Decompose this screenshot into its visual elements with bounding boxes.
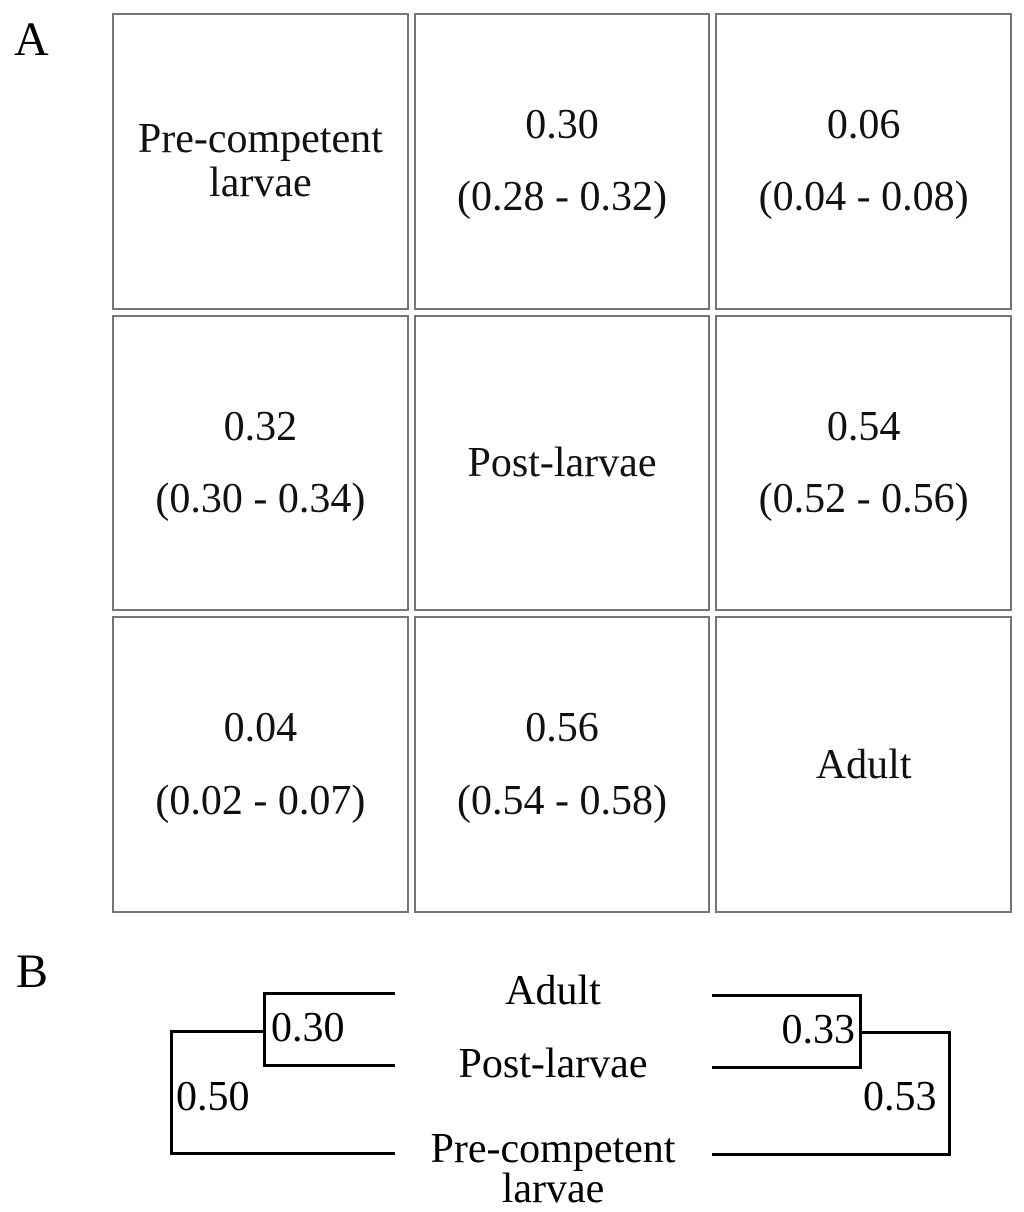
transition-value: 0.04 <box>223 705 298 752</box>
dendro-label-adult: Adult <box>505 968 601 1014</box>
matrix-cell-r3c2: 0.56 (0.54 - 0.58) <box>413 616 711 913</box>
left-tree-pre-competent-branch <box>170 1152 395 1155</box>
right-tree-pair-node-value: 0.33 <box>781 1007 856 1053</box>
stage-label-post-larvae: Post-larvae <box>467 439 657 486</box>
matrix-cell-r2c3: 0.54 (0.52 - 0.56) <box>715 314 1012 612</box>
confidence-interval: (0.30 - 0.34) <box>155 475 366 522</box>
confidence-interval: (0.04 - 0.08) <box>758 174 969 221</box>
left-tree-pair-node-joint <box>263 992 266 1067</box>
stage-label-pre-competent: Pre-competent larvae <box>137 116 383 207</box>
transition-value: 0.06 <box>826 102 901 149</box>
left-tree-pair-node-value: 0.30 <box>271 1005 345 1051</box>
matrix-cell-r3c1: 0.04 (0.02 - 0.07) <box>112 616 409 913</box>
matrix-cell-r1c3: 0.06 (0.04 - 0.08) <box>715 13 1012 310</box>
confidence-interval: (0.52 - 0.56) <box>758 475 969 522</box>
confidence-interval: (0.54 - 0.58) <box>457 777 667 824</box>
matrix-cell-r3c3: Adult <box>715 616 1012 913</box>
right-tree-post-larvae-branch <box>712 1066 862 1069</box>
matrix-cell-r1c1: Pre-competent larvae <box>112 13 409 310</box>
dendro-label-post-larvae: Post-larvae <box>458 1041 648 1087</box>
transition-value: 0.54 <box>826 403 901 450</box>
matrix-cell-r2c1: 0.32 (0.30 - 0.34) <box>112 314 409 612</box>
left-tree-adult-branch <box>263 992 395 995</box>
dendro-label-pre-competent-larvae: Pre-competent larvae <box>430 1126 676 1212</box>
panel-b-label: B <box>16 945 49 998</box>
matrix-cell-r2c2: Post-larvae <box>413 314 711 612</box>
left-tree-root-connector <box>170 1030 266 1033</box>
right-tree-root-joint <box>948 1031 951 1156</box>
stage-label-adult: Adult <box>815 741 912 788</box>
panel-a-label: A <box>14 13 49 66</box>
matrix-cell-r1c2: 0.30 (0.28 - 0.32) <box>413 13 711 310</box>
left-tree-root-node-value: 0.50 <box>176 1074 250 1120</box>
right-tree-root-connector <box>859 1031 951 1034</box>
right-tree-root-node-value: 0.53 <box>863 1074 937 1120</box>
left-tree-post-larvae-branch <box>263 1064 395 1067</box>
confidence-interval: (0.02 - 0.07) <box>155 777 366 824</box>
right-tree-adult-branch <box>712 994 862 997</box>
transition-value: 0.56 <box>525 705 599 752</box>
right-tree-pre-competent-branch <box>712 1153 951 1156</box>
transition-value: 0.32 <box>223 403 298 450</box>
transition-matrix: Pre-competent larvae 0.30 (0.28 - 0.32) … <box>112 13 1012 913</box>
transition-value: 0.30 <box>525 102 599 149</box>
confidence-interval: (0.28 - 0.32) <box>457 174 667 221</box>
left-tree-root-joint <box>170 1030 173 1155</box>
